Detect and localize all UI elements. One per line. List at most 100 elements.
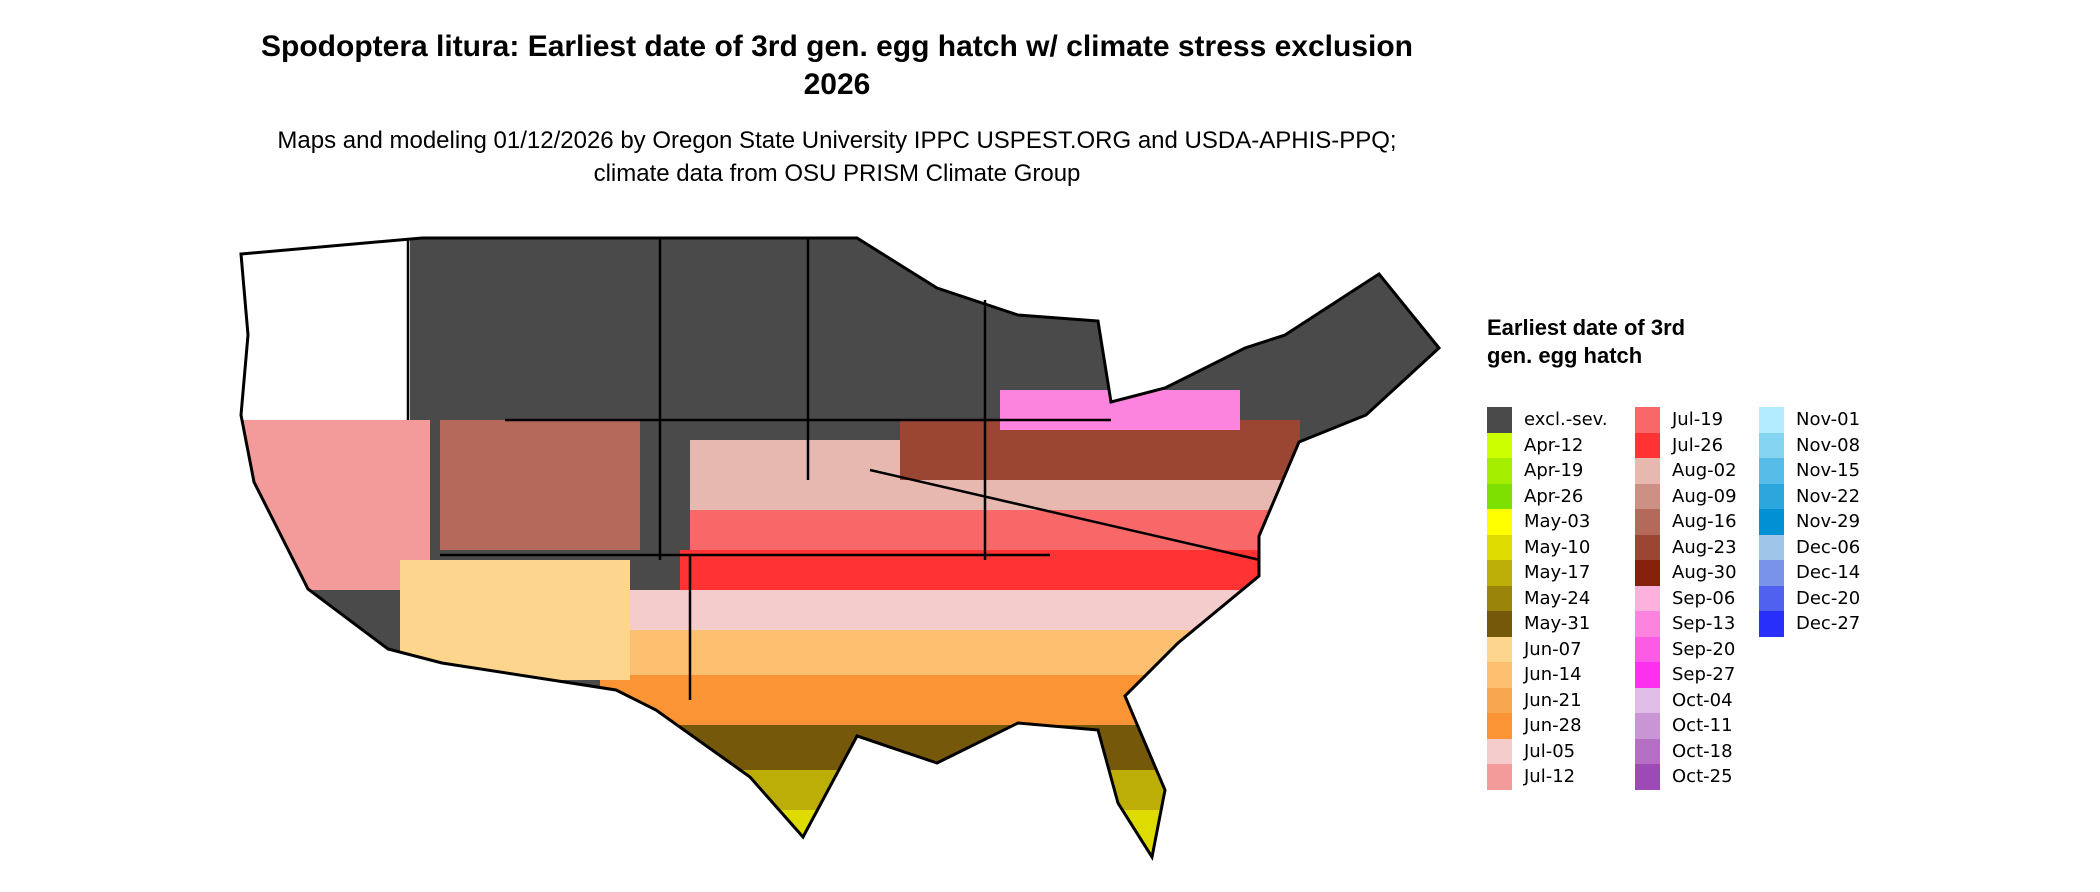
legend-item: excl.-sev. [1487,407,1608,433]
legend-label: Jun-21 [1524,689,1582,711]
legend-swatch [1759,407,1784,433]
legend-label: Jul-12 [1524,766,1576,788]
legend-item: Apr-19 [1487,458,1608,484]
legend-item: Nov-15 [1759,458,1860,484]
legend-label: May-17 [1524,562,1591,584]
legend-swatch [1487,432,1512,458]
legend-swatch [1487,636,1512,662]
legend-item: Oct-25 [1635,764,1737,790]
legend-swatch [1635,687,1660,713]
legend-swatch [1635,636,1660,662]
legend-label: Jul-05 [1524,740,1576,762]
legend-swatch [1487,611,1512,637]
legend-item: Aug-09 [1635,483,1737,509]
legend-column: Nov-01 Nov-08 Nov-15 Nov-22 Nov-29 Dec-06 Dec-… [1759,407,1860,637]
legend-swatch [1487,764,1512,790]
legend-item: Dec-20 [1759,585,1860,611]
legend-item: Jul-26 [1635,432,1737,458]
legend-swatch [1487,662,1512,688]
legend-item: May-03 [1487,509,1608,535]
legend-item: Dec-27 [1759,611,1860,637]
legend-item: Jul-19 [1635,407,1737,433]
legend-swatch [1487,483,1512,509]
legend-item: May-17 [1487,560,1608,586]
legend-item: Jun-28 [1487,713,1608,739]
legend-item: Aug-02 [1635,458,1737,484]
legend-label: Sep-13 [1672,613,1736,635]
legend-label: May-31 [1524,613,1591,635]
legend-swatch [1759,611,1784,637]
legend-label: Nov-22 [1796,485,1861,507]
legend-swatch [1487,534,1512,560]
legend-label: Aug-23 [1672,536,1737,558]
legend-label: Oct-18 [1672,740,1733,762]
legend-swatch [1635,738,1660,764]
legend-item: Jul-05 [1487,738,1608,764]
legend-label: Apr-19 [1524,460,1584,482]
legend-item: Oct-04 [1635,687,1737,713]
legend-swatch [1635,483,1660,509]
legend-label: Dec-06 [1796,536,1861,558]
legend-item: Oct-11 [1635,713,1737,739]
legend-label: Nov-15 [1796,460,1861,482]
legend-label: Jun-07 [1524,638,1582,660]
legend-swatch [1635,713,1660,739]
legend-item: May-24 [1487,585,1608,611]
legend-swatch [1759,483,1784,509]
legend-swatch [1759,560,1784,586]
legend-swatch [1635,585,1660,611]
legend-item: Aug-16 [1635,509,1737,535]
legend-label: Nov-01 [1796,409,1861,431]
legend-item: Aug-23 [1635,534,1737,560]
legend-swatch [1487,585,1512,611]
legend-swatch [1635,611,1660,637]
legend-label: Dec-14 [1796,562,1861,584]
legend-label: Oct-11 [1672,715,1733,737]
legend-item: Nov-01 [1759,407,1860,433]
legend-swatch [1635,509,1660,535]
legend-swatch [1487,560,1512,586]
legend-item: Apr-12 [1487,432,1608,458]
legend-label: Aug-16 [1672,511,1737,533]
legend-swatch [1635,764,1660,790]
legend-item: Sep-27 [1635,662,1737,688]
legend-swatch [1487,687,1512,713]
legend-item: Jun-14 [1487,662,1608,688]
legend-label: Jun-28 [1524,715,1582,737]
legend-item: Jun-21 [1487,687,1608,713]
legend-label: May-03 [1524,511,1591,533]
legend-item: Jun-07 [1487,636,1608,662]
legend-item: Nov-08 [1759,432,1861,458]
legend-label: Apr-26 [1524,485,1584,507]
legend-item: Oct-18 [1635,738,1737,764]
legend-item: Nov-29 [1759,509,1860,535]
legend-swatch [1759,432,1784,458]
legend-label: Sep-06 [1672,587,1736,609]
state-borders [406,238,1261,700]
legend-swatch [1635,662,1660,688]
legend-swatch [1487,713,1512,739]
legend-swatch [1759,534,1784,560]
legend-label: Sep-20 [1672,638,1736,660]
legend-label: May-10 [1524,536,1591,558]
legend-item: May-31 [1487,611,1608,637]
legend-label: Nov-08 [1796,434,1861,456]
legend-label: Sep-27 [1672,664,1736,686]
legend-item: Jul-12 [1487,764,1608,790]
legend-item: Sep-06 [1635,585,1737,611]
legend-item: Nov-22 [1759,483,1861,509]
legend-column: excl.-sev. Apr-12 Apr-19 Apr-26 May-03 May-10… [1487,407,1608,790]
legend-label: Apr-12 [1524,434,1584,456]
legend-label: Jul-26 [1672,434,1724,456]
legend-swatch [1759,458,1784,484]
legend-swatch [1635,458,1660,484]
legend-label: Aug-02 [1672,460,1737,482]
legend-label: Aug-30 [1672,562,1737,584]
legend-label: May-24 [1524,587,1591,609]
legend-item: Apr-26 [1487,483,1608,509]
legend-item: Sep-20 [1635,636,1737,662]
legend-item: May-10 [1487,534,1608,560]
legend-swatch [1635,560,1660,586]
legend-swatch [1487,738,1512,764]
